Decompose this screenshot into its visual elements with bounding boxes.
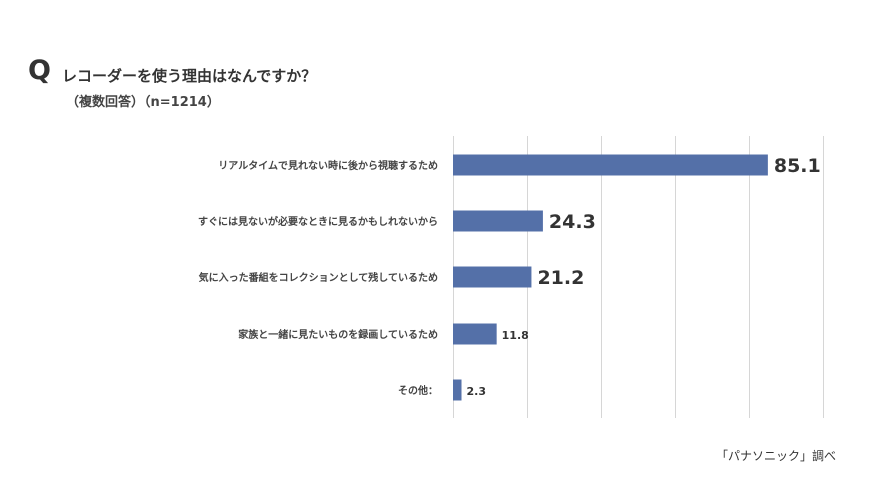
data-label: 85.1 [774, 155, 821, 177]
category-label: すぐには見ないが必要なときに見るかもしれないから [198, 215, 438, 228]
category-label: 気に入った番組をコレクションとして残しているため [198, 271, 438, 284]
data-label: 2.3 [467, 385, 487, 398]
bar [453, 379, 462, 401]
bar [453, 266, 532, 288]
chart-subtitle: （複数回答）（n=1214） [66, 95, 220, 110]
source-note: 「パナソニック」調べ [716, 449, 837, 463]
question-mark-q: Q [28, 55, 51, 86]
data-label: 11.8 [502, 329, 529, 342]
category-label: リアルタイムで見れない時に後から視聴するため [218, 159, 438, 172]
chart-title: レコーダーを使う理由はなんですか？ [62, 67, 317, 85]
bar [453, 154, 768, 176]
category-label: 家族と一緒に見たいものを録画しているため [238, 328, 438, 341]
bar [453, 323, 497, 345]
category-label: その他： [398, 384, 438, 397]
bar [453, 210, 543, 232]
data-label: 24.3 [549, 211, 596, 233]
data-label: 21.2 [537, 267, 584, 289]
